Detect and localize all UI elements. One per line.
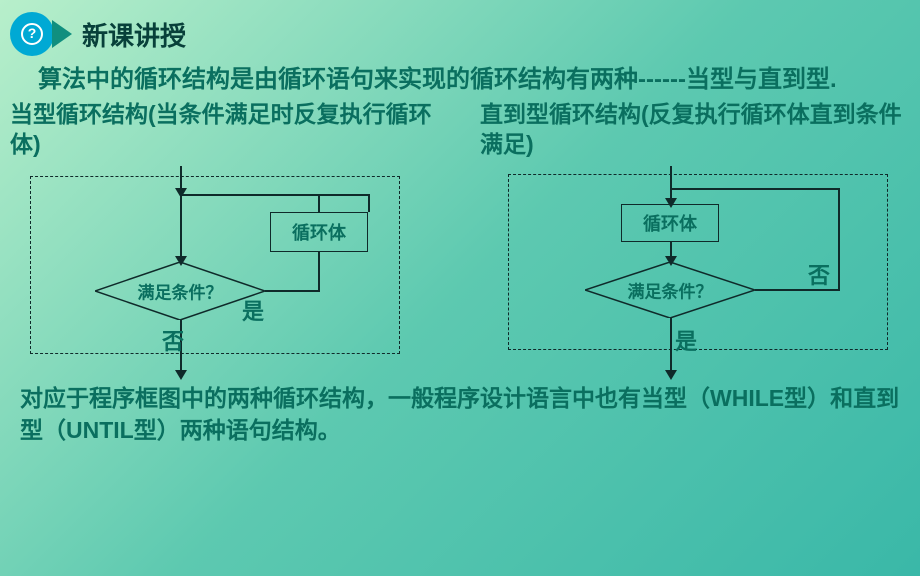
lightbulb-icon (10, 12, 54, 56)
while-title: 当型循环结构(当条件满足时反复执行循环体) (10, 100, 460, 160)
until-condition-text: 满足条件？ (628, 278, 713, 303)
slide-header: 新课讲授 (0, 0, 920, 56)
header-title: 新课讲授 (82, 16, 186, 53)
while-condition-diamond: 满足条件？ (95, 262, 265, 320)
while-yes-label: 是 (242, 294, 264, 326)
until-body-label: 循环体 (643, 210, 697, 236)
until-no-label: 否 (808, 258, 830, 290)
until-loop-column: 直到型循环结构(反复执行循环体直到条件满足) 循环体 (460, 100, 910, 376)
until-title: 直到型循环结构(反复执行循环体直到条件满足) (460, 100, 910, 160)
while-body-box: 循环体 (270, 212, 368, 252)
while-body-label: 循环体 (292, 219, 346, 245)
while-loop-column: 当型循环结构(当条件满足时反复执行循环体) 满足条件？ (10, 100, 460, 376)
until-yes-label: 是 (675, 324, 697, 356)
until-condition-diamond: 满足条件？ (585, 262, 755, 318)
until-body-box: 循环体 (621, 204, 719, 242)
while-condition-text: 满足条件？ (138, 279, 223, 304)
footer-text: 对应于程序框图中的两种循环结构，一般程序设计语言中也有当型（WHILE型）和直到… (0, 376, 920, 446)
while-no-label: 否 (162, 324, 184, 356)
while-flowchart: 满足条件？ 循环体 是 否 (10, 166, 410, 376)
intro-text: 算法中的循环结构是由循环语句来实现的循环结构有两种------当型与直到型. (0, 56, 920, 96)
until-flowchart: 循环体 满足条件？ 否 是 (490, 166, 890, 376)
